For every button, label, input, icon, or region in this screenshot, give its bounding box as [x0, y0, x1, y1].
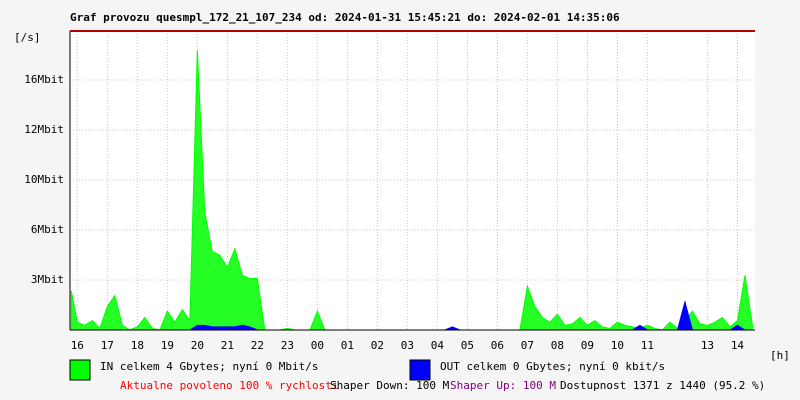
x-tick-label: 06 [491, 339, 504, 352]
x-tick-label: 03 [401, 339, 414, 352]
chart-title: Graf provozu quesmpl_172_21_107_234 od: … [70, 11, 620, 24]
footer-text: Shaper Up: 100 M [450, 379, 556, 392]
x-tick-label: 16 [71, 339, 84, 352]
legend-label: IN celkem 4 Gbytes; nyní 0 Mbit/s [100, 360, 319, 373]
x-tick-label: 22 [251, 339, 264, 352]
footer-text: Shaper Down: 100 M [330, 379, 450, 392]
y-tick-label: 6Mbit [31, 223, 64, 236]
x-tick-label: 17 [101, 339, 114, 352]
legend-swatch [69, 359, 91, 381]
x-tick-label: 10 [611, 339, 624, 352]
x-tick-label: 00 [311, 339, 324, 352]
x-tick-label: 23 [281, 339, 294, 352]
x-tick-label: 18 [131, 339, 144, 352]
x-tick-label: 04 [431, 339, 445, 352]
y-tick-label: 3Mbit [31, 273, 64, 286]
x-tick-label: 07 [521, 339, 534, 352]
x-tick-label: 14 [731, 339, 745, 352]
y-tick-label: 12Mbit [24, 123, 64, 136]
y-tick-label: 10Mbit [24, 173, 64, 186]
x-tick-label: 21 [221, 339, 234, 352]
footer-text: Dostupnost 1371 z 1440 (95.2 %) [560, 379, 765, 392]
x-tick-label: 11 [641, 339, 654, 352]
y-tick-label: 16Mbit [24, 73, 64, 86]
y-unit: [/s] [14, 31, 41, 44]
legend-label: OUT celkem 0 Gbytes; nyní 0 kbit/s [440, 360, 665, 373]
x-tick-label: 08 [551, 339, 564, 352]
x-tick-label: 01 [341, 339, 354, 352]
x-unit: [h] [770, 349, 790, 362]
footer-text: Aktualne povoleno 100 % rychlosti [120, 379, 339, 392]
x-tick-label: 20 [191, 339, 204, 352]
x-tick-label: 05 [461, 339, 474, 352]
legend-swatch [409, 359, 431, 381]
x-tick-label: 13 [701, 339, 714, 352]
x-tick-label: 19 [161, 339, 174, 352]
x-tick-label: 02 [371, 339, 384, 352]
x-tick-label: 09 [581, 339, 594, 352]
